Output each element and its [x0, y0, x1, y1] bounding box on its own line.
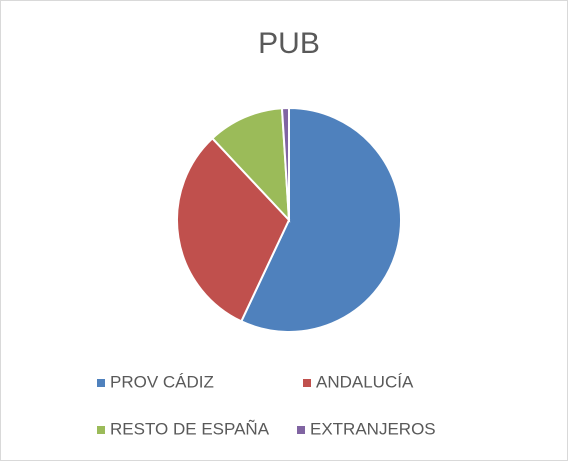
- pie-slice: [176, 136, 291, 323]
- pie-slice: [239, 106, 402, 333]
- legend-swatch: [97, 379, 105, 387]
- legend-label: EXTRANJEROS: [310, 419, 436, 438]
- legend-swatch: [303, 379, 311, 387]
- pie-slice: [280, 106, 290, 221]
- legend-label: RESTO DE ESPAÑA: [110, 419, 270, 438]
- legend-label: PROV CÁDIZ: [110, 372, 214, 391]
- legend-label: ANDALUCÍA: [316, 372, 414, 391]
- pie-slice: [210, 107, 291, 223]
- legend-swatch: [97, 426, 105, 434]
- legend-swatch: [297, 426, 305, 434]
- chart-title: PUB: [258, 27, 320, 60]
